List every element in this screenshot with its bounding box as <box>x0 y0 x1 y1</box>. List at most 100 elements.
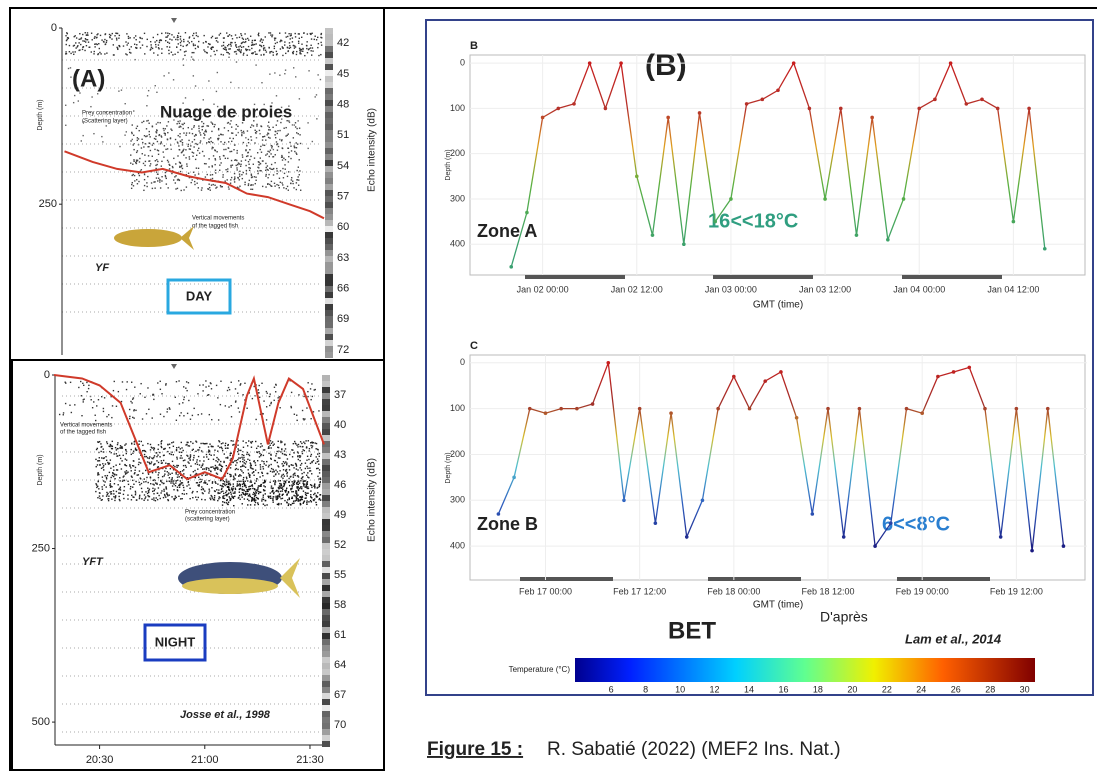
echo-dot <box>272 498 273 499</box>
echo-dot <box>302 410 303 411</box>
echo-dot <box>150 41 151 42</box>
echo-dot <box>257 491 258 492</box>
echo-dot <box>186 186 187 187</box>
echo-dot <box>114 381 115 382</box>
echo-dot <box>90 399 91 400</box>
colorbar-cell <box>325 274 333 280</box>
echo-dot <box>187 41 188 42</box>
echo-dot <box>190 454 191 455</box>
echo-dot <box>250 462 251 463</box>
echo-dot <box>145 161 146 162</box>
echo-dot <box>308 459 309 460</box>
echo-dot <box>193 52 194 53</box>
echo-dot <box>220 54 221 55</box>
echo-dot <box>287 51 288 52</box>
echo-dot <box>186 390 187 391</box>
echo-dot <box>157 34 158 35</box>
echo-dot <box>242 394 243 395</box>
echo-dot <box>110 477 111 478</box>
echo-dot <box>108 496 109 497</box>
echo-dot <box>141 147 142 148</box>
echo-dot <box>245 165 246 166</box>
echo-dot <box>230 484 231 485</box>
echo-dot <box>161 136 162 137</box>
echo-dot <box>198 414 199 415</box>
echo-dot <box>286 188 287 189</box>
colorbar-cell <box>322 627 330 633</box>
echo-dot <box>237 393 238 394</box>
echo-dot <box>283 480 284 481</box>
echo-dot <box>199 152 200 153</box>
echo-dot <box>179 180 180 181</box>
depth-point <box>920 411 924 415</box>
echo-dot <box>128 38 129 39</box>
echo-dot <box>233 483 234 484</box>
echo-dot <box>307 391 308 392</box>
echo-dot <box>161 482 162 483</box>
echo-dot <box>188 127 189 128</box>
echo-dot <box>284 444 285 445</box>
echo-dot <box>155 160 156 161</box>
echo-dot <box>188 382 189 383</box>
echo-dot <box>274 46 275 47</box>
echo-dot <box>312 445 313 446</box>
echo-dot <box>241 35 242 36</box>
echo-dot <box>251 500 252 501</box>
echo-dot <box>284 454 285 455</box>
echo-dot <box>242 122 243 123</box>
echo-dot <box>219 34 220 35</box>
echo-dot <box>320 54 321 55</box>
echo-dot <box>302 51 303 52</box>
echo-dot <box>247 55 248 56</box>
echo-dot <box>119 35 120 36</box>
echo-dot <box>311 38 312 39</box>
echo-dot <box>306 500 307 501</box>
echo-dot <box>279 187 280 188</box>
echo-dot <box>139 482 140 483</box>
echo-dot <box>142 44 143 45</box>
echo-dot <box>133 484 134 485</box>
echo-dot <box>239 491 240 492</box>
echo-dot <box>254 488 255 489</box>
echo-dot <box>242 492 243 493</box>
echo-dot <box>275 474 276 475</box>
echo-dot <box>234 179 235 180</box>
echo-dot <box>94 36 95 37</box>
echo-dot <box>130 52 131 53</box>
echo-dot <box>110 481 111 482</box>
echo-dot <box>232 490 233 491</box>
echo-dot <box>317 487 318 488</box>
echo-dot <box>181 139 182 140</box>
echo-dot <box>281 155 282 156</box>
echo-dot <box>318 464 319 465</box>
echo-dot <box>166 492 167 493</box>
echo-dot <box>146 135 147 136</box>
echo-dot <box>126 389 127 390</box>
echo-dot <box>215 150 216 151</box>
echo-dot <box>289 485 290 486</box>
echo-dot <box>137 474 138 475</box>
echo-dot <box>263 455 264 456</box>
echo-dot <box>143 500 144 501</box>
echo-dot <box>201 189 202 190</box>
annotation: of the tagged fish <box>192 224 238 230</box>
echo-dot <box>102 489 103 490</box>
echo-dot <box>285 53 286 54</box>
echo-dot <box>142 153 143 154</box>
echo-dot <box>269 184 270 185</box>
echo-dot <box>226 179 227 180</box>
echo-dot <box>310 388 311 389</box>
echo-dot <box>311 487 312 488</box>
echo-dot <box>273 469 274 470</box>
echo-dot <box>129 409 130 410</box>
echo-dot <box>94 51 95 52</box>
echo-dot <box>215 159 216 160</box>
echo-dot <box>276 42 277 43</box>
echo-dot <box>151 47 152 48</box>
depth-point <box>855 233 859 237</box>
echo-dot <box>234 491 235 492</box>
echo-dot <box>115 496 116 497</box>
echo-dot <box>287 499 288 500</box>
echo-dot <box>296 154 297 155</box>
colorbar-cell <box>325 40 333 46</box>
